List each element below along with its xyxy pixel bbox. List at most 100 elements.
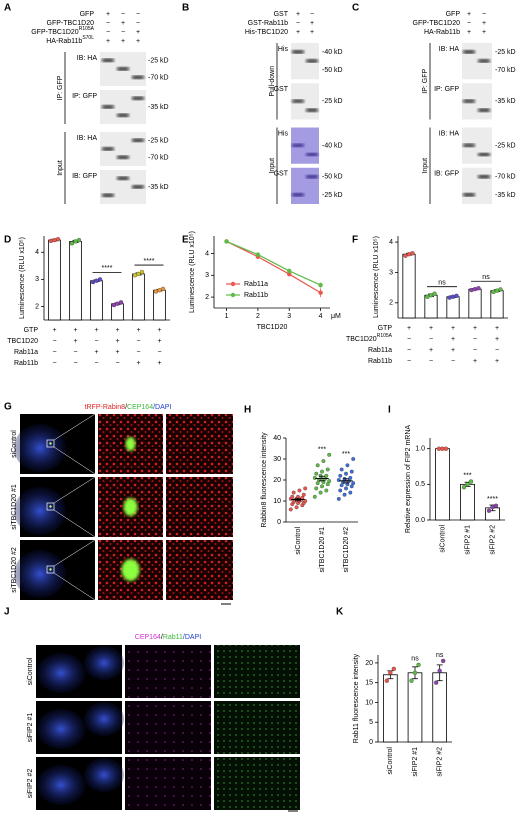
zoom-line bbox=[53, 446, 96, 475]
bar bbox=[435, 448, 450, 521]
y-tick-label: 2 bbox=[35, 303, 39, 310]
significance-label: ns bbox=[482, 274, 490, 281]
table-sign: + bbox=[73, 327, 77, 334]
blot-band bbox=[117, 113, 129, 117]
data-point bbox=[76, 237, 82, 243]
x-tick-label: siControl bbox=[295, 527, 302, 555]
data-point bbox=[118, 300, 124, 305]
table-sign: + bbox=[451, 336, 455, 343]
blot-band bbox=[132, 96, 144, 100]
table-sign: − bbox=[136, 338, 140, 345]
y-tick-label: 10 bbox=[273, 498, 281, 505]
condition-label-main: GFP bbox=[80, 11, 95, 18]
data-point bbox=[48, 238, 54, 244]
blot-band bbox=[306, 108, 318, 112]
bar bbox=[490, 290, 504, 319]
blot-label: IB: HA bbox=[77, 135, 98, 142]
blot-band bbox=[463, 50, 475, 54]
blot-label: IP: GFP bbox=[72, 93, 97, 100]
panel-letter: J bbox=[4, 607, 10, 618]
blot-band bbox=[102, 193, 114, 197]
speckle bbox=[214, 757, 300, 810]
condition-label: GFP-TBC1D20 bbox=[47, 20, 95, 27]
y-axis-label: Rab11 fluorescence intensity bbox=[353, 653, 360, 743]
y-axis-label: Luminescence (RLU x10⁵) bbox=[19, 237, 26, 319]
data-point bbox=[493, 503, 499, 508]
centrosome bbox=[49, 568, 52, 571]
condition-sign: − bbox=[121, 11, 125, 18]
table-sign: + bbox=[115, 349, 119, 356]
panel-letter: I bbox=[388, 405, 391, 416]
condition-sign: − bbox=[121, 29, 125, 36]
bar bbox=[460, 483, 475, 521]
data-point bbox=[342, 492, 347, 497]
data-point bbox=[291, 490, 296, 495]
blot-label: IB: GFP bbox=[72, 173, 97, 180]
y-axis-label: Luminescence (RLU x10⁵) bbox=[373, 236, 380, 318]
table-sign: − bbox=[94, 338, 98, 345]
kd-marker: -70 kD bbox=[495, 67, 516, 74]
nucleus bbox=[37, 765, 85, 805]
table-row-label: Rab11b bbox=[14, 360, 38, 367]
data-point bbox=[55, 237, 61, 242]
table-sign: − bbox=[115, 360, 119, 367]
table-sign: − bbox=[429, 336, 433, 343]
table-sign: − bbox=[407, 336, 411, 343]
blot-band bbox=[478, 152, 490, 157]
data-point bbox=[314, 471, 319, 476]
data-point bbox=[349, 484, 354, 489]
blot-band bbox=[117, 176, 129, 180]
data-point bbox=[315, 481, 320, 486]
condition-label: GFP bbox=[446, 11, 461, 18]
condition-sign: − bbox=[136, 20, 140, 27]
condition-sign: + bbox=[310, 29, 314, 36]
blot-label: IB: HA bbox=[439, 46, 460, 53]
y-tick-label: 20 bbox=[365, 660, 373, 667]
data-point bbox=[288, 507, 293, 512]
title-part: CEP164 bbox=[135, 634, 161, 641]
blot-band bbox=[117, 155, 129, 159]
table-sign: + bbox=[473, 358, 477, 365]
zoom-line bbox=[53, 509, 96, 538]
nucleus bbox=[84, 702, 124, 736]
x-tick-label: 3 bbox=[287, 313, 291, 320]
blot-image bbox=[462, 167, 492, 204]
data-point bbox=[287, 271, 292, 277]
legend-label: Rab11a bbox=[244, 281, 268, 288]
table-sign: + bbox=[157, 360, 161, 367]
y-tick-label: 0.5 bbox=[415, 481, 425, 488]
data-point bbox=[465, 482, 470, 487]
significance-label: ns bbox=[436, 652, 444, 659]
blot-band bbox=[132, 138, 144, 142]
data-point bbox=[472, 286, 478, 292]
x-tick-label: siFIP2 #2 bbox=[489, 525, 496, 555]
condition-sign: − bbox=[106, 29, 110, 36]
condition-sign: − bbox=[467, 20, 471, 27]
row-label: siTBC1D20 #2 bbox=[11, 547, 18, 593]
kd-marker: -25 kD bbox=[495, 142, 516, 149]
y-tick-label: 30 bbox=[273, 456, 281, 463]
data-point bbox=[454, 293, 459, 298]
kd-marker: -50 kD bbox=[322, 174, 343, 181]
bar bbox=[383, 674, 398, 743]
table-sign: + bbox=[94, 349, 98, 356]
table-row-label: Rab11b bbox=[368, 358, 392, 365]
condition-sign: + bbox=[482, 29, 486, 36]
condition-label-main: GFP-TBC1D20 bbox=[47, 20, 95, 27]
data-point bbox=[447, 295, 452, 300]
table-row-label-sup: R105A bbox=[377, 333, 393, 339]
condition-sign: + bbox=[136, 29, 140, 36]
table-sign: − bbox=[52, 349, 56, 356]
condition-label: HA-Rab11bS70L bbox=[46, 35, 94, 45]
panel-title: CEP164/Rab11/DAPI bbox=[135, 634, 201, 641]
title-part: /DAPI bbox=[153, 404, 171, 411]
table-sign: − bbox=[136, 349, 140, 356]
data-point bbox=[312, 494, 317, 499]
y-tick-label: 1.0 bbox=[415, 446, 425, 453]
data-point bbox=[324, 473, 329, 478]
section-label: IP: GFP bbox=[57, 75, 64, 100]
blot-band bbox=[478, 175, 490, 179]
data-point bbox=[351, 457, 356, 461]
row-label: siFIP2 #1 bbox=[27, 713, 34, 743]
